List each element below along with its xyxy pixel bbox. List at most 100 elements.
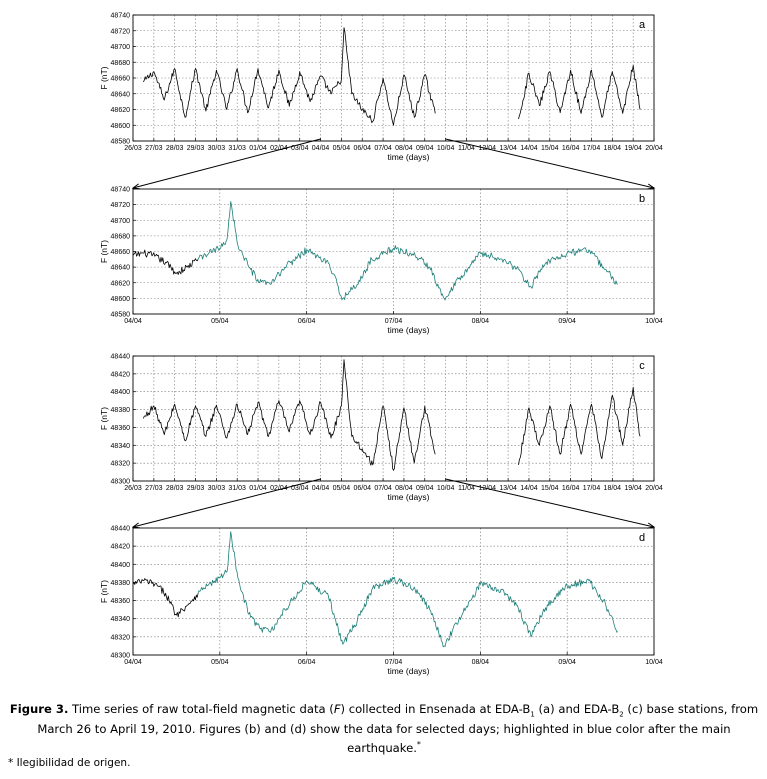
x-tick-label: 08/04 xyxy=(472,318,490,325)
x-tick-label: 05/04 xyxy=(333,145,351,152)
x-tick-label: 17/04 xyxy=(583,485,601,492)
x-tick-label: 09/04 xyxy=(416,145,434,152)
y-tick-label: 48400 xyxy=(111,562,131,569)
caption-text-4: (c) base stations, from March 26 to Apri… xyxy=(37,702,759,756)
y-tick-label: 48360 xyxy=(111,598,131,605)
y-axis-label: F (nT) xyxy=(99,66,109,89)
y-tick-label: 48380 xyxy=(111,407,131,414)
x-tick-label: 07/04 xyxy=(374,485,392,492)
x-tick-label: 05/04 xyxy=(333,485,351,492)
panel-c: 26/03 27/03 28/03 29/03 30/03 31/03 01/04 02/04… xyxy=(99,354,663,503)
panel-d: 04/04 05/04 06/04 07/04 08/04 09/04 10/04 48300… xyxy=(99,526,663,677)
x-tick-label: 15/04 xyxy=(541,485,559,492)
x-tick-label: 06/04 xyxy=(353,145,371,152)
zoom-connector-right xyxy=(445,478,655,528)
x-tick-label: 26/03 xyxy=(124,485,142,492)
x-tick-label: 08/04 xyxy=(472,659,490,666)
x-tick-label: 30/03 xyxy=(208,485,226,492)
y-tick-label: 48640 xyxy=(111,265,131,272)
x-tick-label: 27/03 xyxy=(145,485,163,492)
y-tick-label: 48580 xyxy=(111,312,131,319)
x-tick-label: 04/04 xyxy=(312,145,330,152)
figure-3: 26/03 27/03 28/03 29/03 30/03 31/03 01/04 02/04… xyxy=(99,13,663,677)
y-tick-label: 48300 xyxy=(111,653,131,660)
y-tick-label: 48320 xyxy=(111,461,131,468)
caption-subscript-1: 1 xyxy=(530,710,535,719)
x-tick-label: 03/04 xyxy=(291,485,309,492)
x-tick-label: 08/04 xyxy=(395,145,413,152)
x-tick-label: 11/04 xyxy=(458,485,475,492)
y-tick-label: 48680 xyxy=(111,233,131,240)
x-tick-label: 14/04 xyxy=(520,485,538,492)
x-tick-label: 07/04 xyxy=(385,659,403,666)
x-tick-label: 14/04 xyxy=(520,145,538,152)
series-line xyxy=(197,531,619,648)
x-tick-label: 05/04 xyxy=(211,318,229,325)
footnote: * Ilegibilidad de origen. xyxy=(8,757,131,769)
axes-frame xyxy=(132,355,655,482)
x-tick-label: 06/04 xyxy=(298,659,316,666)
y-tick-label: 48420 xyxy=(111,544,131,551)
x-tick-label: 27/03 xyxy=(145,145,163,152)
y-axis-label: F (nT) xyxy=(99,240,109,263)
caption-subscript-2: 2 xyxy=(619,710,624,719)
x-tick-label: 11/04 xyxy=(458,145,475,152)
y-tick-label: 48320 xyxy=(111,634,131,641)
y-tick-label: 48420 xyxy=(111,371,131,378)
y-tick-label: 48580 xyxy=(111,139,131,146)
y-tick-label: 48600 xyxy=(111,296,131,303)
zoom-connector-right xyxy=(445,138,655,189)
x-tick-label: 29/03 xyxy=(187,145,205,152)
caption-text-2: ) collected in Ensenada at EDA-B xyxy=(340,702,531,716)
caption-label: Figure 3. xyxy=(9,702,69,716)
zoom-arrowhead-left xyxy=(131,183,141,190)
x-tick-label: 18/04 xyxy=(604,485,622,492)
x-tick-label: 13/04 xyxy=(499,145,517,152)
y-tick-label: 48660 xyxy=(111,249,131,256)
x-tick-label: 20/04 xyxy=(645,145,663,152)
x-tick-label: 06/04 xyxy=(298,318,316,325)
x-tick-label: 15/04 xyxy=(541,145,559,152)
series-line xyxy=(143,359,641,471)
caption-variable: F xyxy=(333,702,341,716)
x-tick-label: 09/04 xyxy=(416,485,434,492)
x-tick-label: 09/04 xyxy=(558,318,576,325)
y-tick-label: 48440 xyxy=(111,526,131,533)
x-tick-label: 10/04 xyxy=(645,318,663,325)
series-line xyxy=(143,27,641,126)
y-tick-label: 48700 xyxy=(111,218,131,225)
x-tick-label: 07/04 xyxy=(374,145,392,152)
x-tick-label: 10/04 xyxy=(437,145,455,152)
x-tick-label: 10/04 xyxy=(645,659,663,666)
x-tick-label: 09/04 xyxy=(558,659,576,666)
x-tick-label: 26/03 xyxy=(124,145,142,152)
panel-letter: a xyxy=(639,19,646,31)
x-tick-label: 16/04 xyxy=(562,485,580,492)
x-tick-label: 19/04 xyxy=(624,145,642,152)
zoom-arrowhead-right xyxy=(647,522,656,529)
y-tick-label: 48680 xyxy=(111,60,131,67)
series-line xyxy=(132,249,199,275)
panel-letter: b xyxy=(639,193,645,205)
x-tick-label: 04/04 xyxy=(312,485,330,492)
y-tick-label: 48720 xyxy=(111,202,131,209)
x-tick-label: 01/04 xyxy=(249,145,267,152)
x-tick-label: 18/04 xyxy=(604,145,622,152)
x-tick-label: 30/03 xyxy=(208,145,226,152)
x-tick-label: 28/03 xyxy=(166,485,184,492)
caption-text-3: (a) and EDA-B xyxy=(534,702,620,716)
plot-area xyxy=(133,356,654,481)
zoom-arrowhead-left xyxy=(131,522,141,529)
x-tick-label: 01/04 xyxy=(249,485,267,492)
figure-caption: Figure 3. Time series of raw total-field… xyxy=(8,702,760,756)
y-tick-label: 48740 xyxy=(111,187,131,194)
zoom-connector-left xyxy=(132,478,321,528)
x-tick-label: 31/03 xyxy=(228,145,246,152)
x-tick-label: 10/04 xyxy=(437,485,455,492)
y-tick-label: 48740 xyxy=(111,13,131,20)
y-tick-label: 48700 xyxy=(111,44,131,51)
zoom-arrowhead-right xyxy=(647,183,656,190)
x-tick-label: 03/04 xyxy=(291,145,309,152)
y-tick-label: 48640 xyxy=(111,91,131,98)
x-axis-label: time (days) xyxy=(387,666,429,676)
